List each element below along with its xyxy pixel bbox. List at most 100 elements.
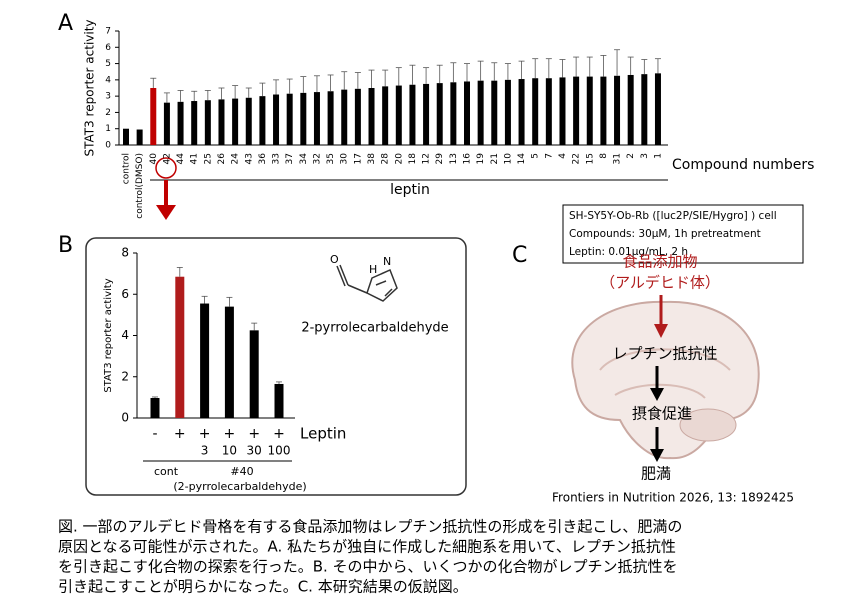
bar — [341, 89, 348, 145]
citation: Frontiers in Nutrition 2026, 13: 1892425 — [552, 491, 794, 505]
y-tick-label: 6 — [121, 287, 129, 301]
bar — [354, 88, 361, 145]
arrow-head — [654, 324, 668, 338]
bar — [518, 79, 525, 145]
bar — [614, 75, 621, 145]
x-tick-label: 31 — [613, 153, 623, 164]
x-tick-label: 22 — [572, 153, 582, 164]
x-tick-label: 38 — [367, 153, 377, 165]
x-tick-label: 20 — [394, 153, 404, 165]
y-tick-label: 6 — [105, 43, 111, 53]
bar — [191, 101, 198, 145]
arrow-head — [650, 388, 664, 401]
x-tick-label: 2 — [626, 153, 636, 159]
atom-label: N — [383, 255, 391, 268]
x-tick-label: control — [122, 153, 132, 184]
x-tick-label: 24 — [231, 153, 241, 165]
diagram-input: 食品添加物 — [622, 253, 697, 271]
x-tick-label: 40 — [149, 153, 159, 165]
brain-fold — [614, 383, 706, 399]
bar — [136, 129, 143, 145]
bar — [249, 330, 259, 418]
bar — [123, 128, 129, 145]
note: Compounds: 30μM, 1h pretreatment — [569, 228, 761, 240]
bar — [559, 77, 566, 145]
y-tick-label: 7 — [105, 27, 111, 37]
bar — [200, 303, 210, 418]
caption-line: 図. 一部のアルデヒド骨格を有する食品添加物はレプチン抵抗性の形成を引き起こし、… — [58, 518, 682, 536]
bar — [627, 74, 634, 145]
bar — [368, 88, 375, 145]
bar — [423, 83, 430, 145]
bar — [586, 76, 593, 145]
dose-label: 100 — [268, 444, 291, 458]
diagram-step: 肥満 — [641, 465, 671, 483]
bar — [654, 73, 661, 145]
x-axis-label: Compound numbers — [672, 157, 814, 173]
group-label: cont — [154, 465, 179, 478]
x-tick-label: 36 — [258, 153, 268, 165]
bar — [573, 76, 580, 145]
atom-label: H — [369, 263, 377, 276]
group-label: leptin — [390, 182, 430, 198]
compound-label: 2-pyrrolecarbaldehyde — [301, 321, 448, 336]
x-tick-label: 35 — [326, 153, 336, 164]
bar — [224, 306, 234, 418]
bar — [245, 97, 252, 145]
x-tick-label: + — [199, 426, 211, 442]
x-tick-label: 16 — [463, 153, 473, 165]
bar — [327, 91, 334, 145]
y-tick-label: 5 — [105, 59, 111, 69]
bar — [177, 101, 184, 145]
x-tick-label: 33 — [272, 153, 282, 164]
diagram-step: 摂食促進 — [632, 405, 692, 423]
bar — [409, 84, 416, 145]
x-tick-label: 30 — [340, 153, 350, 165]
x-tick-label: 19 — [476, 153, 486, 165]
cerebellum — [679, 408, 737, 442]
x-tick-label: 1 — [653, 153, 663, 159]
y-tick-label: 3 — [105, 92, 111, 102]
bar — [286, 93, 293, 145]
bar — [259, 96, 266, 145]
x-tick-label: 42 — [162, 153, 172, 164]
bar — [163, 102, 170, 145]
bar — [436, 83, 443, 145]
diagram-step: レプチン抵抗性 — [612, 345, 717, 363]
x-tick-label: 32 — [312, 153, 322, 164]
caption-line: 原因となる可能性が示された。A. 私たちが独自に作成した細胞系を用いて、レプチン… — [58, 538, 676, 556]
bar — [395, 85, 402, 145]
x-tick-label: control(DMSO) — [135, 153, 145, 219]
atom-label: O — [330, 253, 339, 266]
note-box — [562, 204, 804, 264]
bar — [504, 79, 511, 145]
bar — [532, 78, 539, 145]
panel-label: B — [58, 233, 73, 258]
highlight-circle — [155, 157, 177, 179]
x-tick-label: 14 — [517, 153, 527, 165]
bar — [477, 80, 484, 145]
bar — [600, 76, 607, 145]
bar — [641, 74, 648, 145]
x-tick-label: 43 — [244, 153, 254, 164]
x-tick-label: + — [273, 426, 285, 442]
x-tick-label: + — [224, 426, 236, 442]
group-label: (2-pyrrolecarbaldehyde) — [173, 480, 306, 493]
x-tick-label: + — [248, 426, 260, 442]
panel-frame — [85, 237, 467, 496]
dose-label: 3 — [201, 444, 209, 458]
x-tick-label: 25 — [203, 153, 213, 164]
bar — [175, 276, 185, 418]
x-tick-label: 7 — [544, 153, 554, 159]
arrow-head — [650, 449, 664, 462]
x-tick-label: 13 — [449, 153, 459, 164]
y-tick-label: 4 — [121, 328, 129, 342]
row-label: Leptin — [300, 425, 346, 443]
y-tick-label: 0 — [121, 411, 129, 425]
arrow-head — [156, 205, 176, 220]
panel-label: A — [58, 11, 73, 36]
bar — [204, 100, 211, 145]
x-tick-label: + — [174, 426, 186, 442]
x-tick-label: 5 — [531, 153, 541, 159]
